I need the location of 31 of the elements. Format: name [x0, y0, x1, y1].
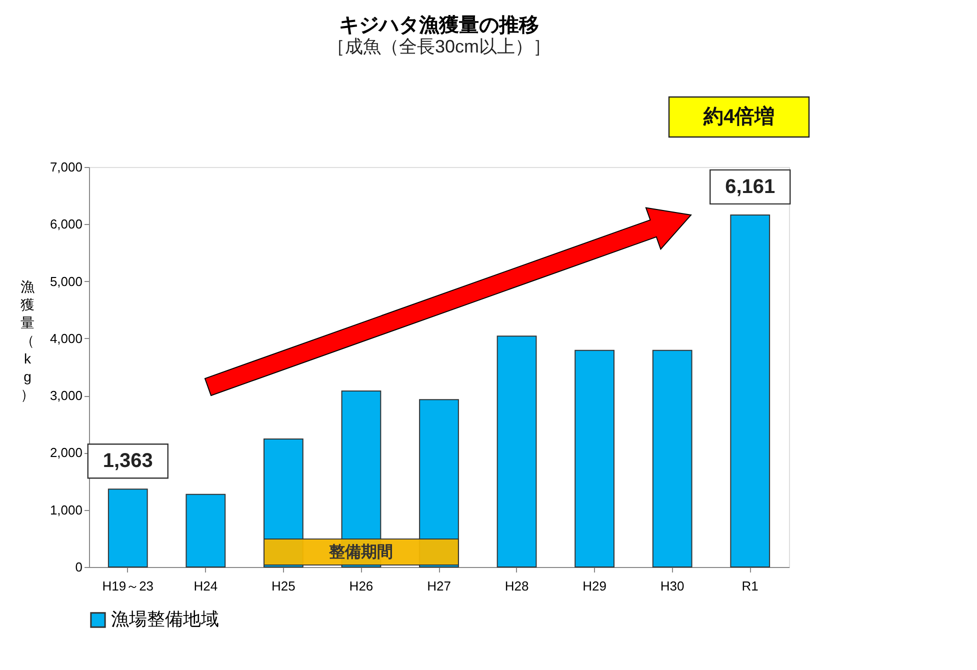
y-axis-title: 漁獲量（kg） [20, 278, 34, 402]
bar [186, 494, 226, 568]
x-tick-label: H19～23 [102, 578, 154, 594]
y-tick-label: 5,000 [50, 274, 82, 289]
bar [574, 350, 614, 568]
x-tick-label: H28 [504, 578, 529, 594]
x-tick-label: H26 [349, 578, 374, 594]
y-tick-label: 0 [75, 560, 82, 574]
bar [496, 336, 537, 568]
text: 約4倍増 [702, 105, 775, 128]
y-tick-label: 7,000 [50, 160, 82, 174]
y-tick-label: 3,000 [50, 388, 82, 404]
bar [652, 350, 692, 568]
x-tick-label: H25 [272, 578, 296, 594]
x-tick-label: R1 [742, 578, 758, 594]
x-tick-label: H24 [194, 578, 218, 594]
x-tick-label: H27 [427, 578, 451, 594]
data-label: 1,363 [102, 450, 153, 472]
chart-subtitle: ［成魚（全長30cm以上）］ [326, 36, 552, 56]
x-tick-label: H30 [660, 578, 684, 594]
y-tick-label: 4,000 [50, 330, 82, 346]
y-tick-label: 2,000 [50, 445, 82, 460]
y-tick-label: 1,000 [50, 502, 82, 518]
y-tick-label: 6,000 [50, 216, 82, 232]
chart-title: キジハタ漁獲量の推移 [339, 14, 539, 36]
band-label: 整備期間 [328, 543, 394, 561]
legend-label: 漁場整備地域 [111, 609, 219, 629]
data-label: 6,161 [725, 176, 776, 198]
x-tick-label: H29 [582, 578, 606, 594]
bar [730, 214, 770, 568]
bar [108, 488, 148, 568]
